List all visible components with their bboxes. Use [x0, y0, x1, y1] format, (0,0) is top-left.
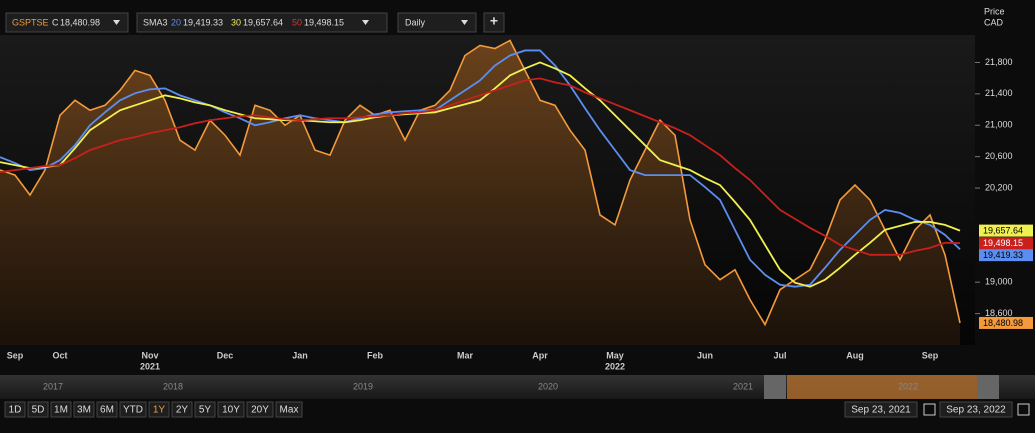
x-tick-label: Jul — [773, 350, 786, 360]
line — [0, 49, 961, 288]
range-button-label: YTD — [123, 405, 143, 416]
sma-period: 30 — [231, 17, 241, 27]
y-tick-label: 21,000 — [985, 120, 1013, 130]
y-tick-label: 20,600 — [985, 151, 1013, 161]
line — [0, 61, 961, 288]
y-tick-label: 18,600 — [985, 308, 1013, 318]
symbol-box[interactable] — [5, 12, 129, 33]
dropdown-icon — [362, 20, 369, 25]
range-button[interactable] — [50, 401, 72, 418]
range-button[interactable] — [171, 401, 193, 418]
navigator-year: 2019 — [353, 381, 373, 391]
navigator-year: 2020 — [538, 381, 558, 391]
x-tick-label: Sep — [922, 350, 939, 360]
navigator-year: 2018 — [163, 381, 183, 391]
dropdown-icon — [113, 20, 120, 25]
range-button[interactable] — [96, 401, 118, 418]
symbol: GSPTSE — [12, 17, 49, 27]
x-tick-label: May — [606, 350, 624, 360]
sma-period: 20 — [171, 17, 181, 27]
price: 18,480.98 — [60, 17, 100, 27]
x-year-label: 2021 — [140, 361, 160, 371]
price-box — [979, 249, 1033, 262]
range-button-label: 1M — [54, 405, 68, 416]
x-tick-label: Jun — [697, 350, 713, 360]
range-button-label: 1D — [9, 405, 22, 416]
range-button[interactable] — [275, 401, 303, 418]
range-button-label: 20Y — [251, 405, 269, 416]
x-tick-label: Mar — [457, 350, 474, 360]
add-label: + — [490, 13, 498, 29]
date-to: Sep 23, 2022 — [946, 405, 1006, 416]
navigator-selection[interactable] — [787, 375, 977, 399]
calendar-icon[interactable] — [923, 403, 936, 416]
range-button-label: 5Y — [199, 405, 212, 416]
range-button[interactable] — [194, 401, 216, 418]
calendar-icon[interactable] — [1017, 403, 1030, 416]
y-tick-label: 19,000 — [985, 277, 1013, 287]
y-axis-title: Price — [984, 6, 1005, 16]
price-box-label: 19,657.64 — [983, 225, 1023, 235]
date-from: Sep 23, 2021 — [851, 405, 911, 416]
y-tick-label: 21,400 — [985, 88, 1013, 98]
range-button-label: 3M — [77, 405, 91, 416]
navigator-year: 2017 — [43, 381, 63, 391]
sma-period: 50 — [292, 17, 302, 27]
x-tick-label: Jan — [292, 350, 308, 360]
study: SMA3 — [143, 17, 168, 27]
x-tick-label: Aug — [846, 350, 864, 360]
x-year-label: 2022 — [605, 361, 625, 371]
x-tick-label: Feb — [367, 350, 384, 360]
range-button-label: 2Y — [176, 405, 189, 416]
range-button-label: 6M — [100, 405, 114, 416]
navigator-year: 2021 — [733, 381, 753, 391]
price-box-label: 18,480.98 — [983, 318, 1023, 328]
x-tick-label: Sep — [7, 350, 24, 360]
y-axis-unit: CAD — [984, 17, 1004, 27]
range-button[interactable] — [4, 401, 26, 418]
toolbar: GSPTSE C 18,480.98 SMA3 20 19,419.33 30 … — [5, 6, 1005, 33]
y-tick-label: 20,200 — [985, 182, 1013, 192]
range-button[interactable] — [217, 401, 245, 418]
range-button[interactable] — [73, 401, 95, 418]
range-button[interactable] — [27, 401, 49, 418]
interval-box[interactable] — [397, 12, 477, 33]
price-prefix: C — [52, 17, 59, 27]
sma-value: 19,419.33 — [183, 17, 223, 27]
range-button[interactable] — [148, 401, 170, 418]
date-from-box[interactable] — [844, 401, 918, 418]
x-tick-label: Oct — [52, 350, 67, 360]
range-button[interactable] — [246, 401, 274, 418]
price-box — [979, 237, 1033, 250]
range-button-label: Max — [280, 405, 299, 416]
x-tick-label: Apr — [532, 350, 548, 360]
sma-value: 19,657.64 — [243, 17, 283, 27]
price-box-label: 19,498.15 — [983, 238, 1023, 248]
navigator-handle[interactable] — [764, 375, 786, 399]
interval: Daily — [405, 17, 426, 27]
price-box — [979, 316, 1033, 329]
navigator-year: 2022 — [898, 381, 918, 391]
sma-value: 19,498.15 — [304, 17, 344, 27]
price-box — [979, 224, 1033, 237]
area — [0, 40, 960, 345]
price-box-label: 19,419.33 — [983, 250, 1023, 260]
line — [0, 77, 961, 256]
y-tick-label: 21,800 — [985, 57, 1013, 67]
line — [0, 39, 961, 327]
range-button[interactable] — [119, 401, 147, 418]
dropdown-icon — [461, 20, 468, 25]
range-button-label: 10Y — [222, 405, 240, 416]
date-to-box[interactable] — [939, 401, 1013, 418]
range-button-label: 5D — [32, 405, 45, 416]
range-button-label: 1Y — [153, 405, 166, 416]
navigator-handle[interactable] — [977, 375, 999, 399]
study-box[interactable] — [136, 12, 388, 33]
add-button[interactable] — [483, 12, 505, 33]
x-tick-label: Dec — [217, 350, 234, 360]
x-tick-label: Nov — [141, 350, 158, 360]
